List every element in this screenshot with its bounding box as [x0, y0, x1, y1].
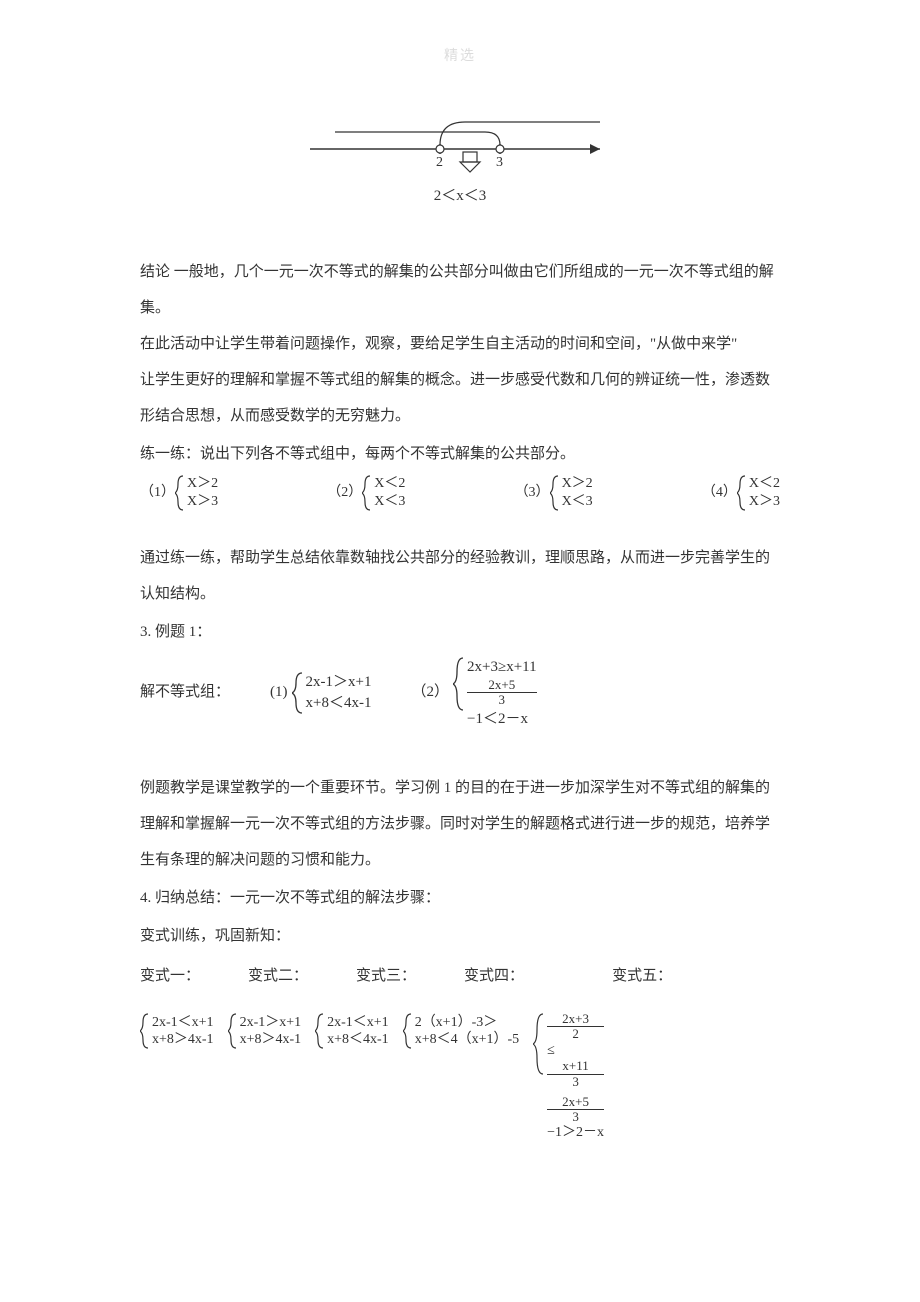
tick-2-label: 2 — [436, 155, 443, 170]
variant-line: 2x+32 ≤ x+113 — [547, 1012, 604, 1089]
variant-2: 2x-1＞x+1 x+8＞4x-1 — [228, 1012, 302, 1050]
brace-icon — [362, 474, 372, 512]
variant-line: x+8＞4x-1 — [240, 1031, 302, 1049]
practice-line: X＞3 — [187, 493, 218, 511]
tick-3-label: 3 — [496, 155, 503, 170]
variant-line: 2x-1＜x+1 — [327, 1014, 389, 1032]
practice-row: （1） X＞2 X＞3 （2） X＜2 X＜3 — [140, 474, 780, 512]
example-index: (1) — [270, 683, 288, 703]
brace-icon — [453, 656, 465, 712]
conclusion-text: 结论 一般地，几个一元一次不等式的解集的公共部分叫做由它们所组成的一元一次不等式… — [140, 254, 780, 326]
brace-icon — [175, 474, 185, 512]
examples-row: 解不等式组： (1) 2x-1＞x+1 x+8＜4x-1 （2） 2x — [140, 656, 780, 731]
variant-header: 变式四： — [464, 958, 524, 994]
practice-line: X＜2 — [749, 475, 780, 493]
practice-line: X＜2 — [374, 475, 405, 493]
practice-intro: 练一练：说出下列各不等式组中，每两个不等式解集的公共部分。 — [140, 436, 780, 472]
practice-line: X＞2 — [187, 475, 218, 493]
practice-index: （2） — [327, 484, 362, 502]
activity-text-1: 在此活动中让学生带着问题操作，观察，要给足学生自主活动的时间和空间，"从做中来学… — [140, 326, 780, 362]
variants-row: 2x-1＜x+1 x+8＞4x-1 2x-1＞x+1 x+8＞4x-1 — [140, 1012, 780, 1142]
practice-line: X＞3 — [749, 493, 780, 511]
activity-text-2: 让学生更好的理解和掌握不等式组的解集的概念。进一步感受代数和几何的辨证统一性，渗… — [140, 362, 780, 434]
example-note: 例题教学是课堂教学的一个重要环节。学习例 1 的目的在于进一步加深学生对不等式组… — [140, 770, 780, 878]
practice-item-2: （2） X＜2 X＜3 — [327, 474, 405, 512]
practice-note: 通过练一练，帮助学生总结依靠数轴找公共部分的经验教训，理顺思路，从而进一步完善学… — [140, 540, 780, 612]
example-line: 2x+5 3 −1＜2－x — [467, 678, 537, 730]
brace-icon — [228, 1012, 238, 1050]
variant-line: 2（x+1）-3＞ — [415, 1014, 519, 1032]
step4-title: 4. 归纳总结：一元一次不等式组的解法步骤： — [140, 880, 780, 916]
variant-header: 变式二： — [248, 958, 308, 994]
practice-line: X＞2 — [562, 475, 593, 493]
example-heading: 3. 例题 1： — [140, 614, 780, 650]
brace-icon — [403, 1012, 413, 1050]
practice-item-1: （1） X＞2 X＞3 — [140, 474, 218, 512]
variant-line: x+8＜4（x+1）-5 — [415, 1031, 519, 1049]
variant-line: 2x-1＞x+1 — [240, 1014, 302, 1032]
variants-header: 变式一： 变式二： 变式三： 变式四： 变式五： — [140, 958, 780, 994]
brace-icon — [533, 1012, 545, 1076]
variant-header: 变式三： — [356, 958, 416, 994]
number-line-svg: 2 3 — [300, 104, 620, 174]
number-line-result: 2＜x＜3 — [140, 178, 780, 214]
practice-item-4: （4） X＜2 X＞3 — [702, 474, 780, 512]
variant-5: 2x+32 ≤ x+113 2x+53 −1＞2－x — [533, 1012, 604, 1142]
variant-line: x+8＜4x-1 — [327, 1031, 389, 1049]
variant-line: 2x-1＜x+1 — [152, 1014, 214, 1032]
practice-line: X＜3 — [562, 493, 593, 511]
example-index: （2） — [411, 683, 449, 703]
variant-header: 变式一： — [140, 958, 200, 994]
variant-4: 2（x+1）-3＞ x+8＜4（x+1）-5 — [403, 1012, 519, 1050]
brace-icon — [140, 1012, 150, 1050]
practice-index: （3） — [515, 484, 550, 502]
variant-line: 2x+53 −1＞2－x — [547, 1095, 604, 1142]
variant-line: x+8＞4x-1 — [152, 1031, 214, 1049]
brace-icon — [292, 671, 304, 715]
variant-title: 变式训练，巩固新知： — [140, 918, 780, 954]
example-line: 2x-1＞x+1 — [306, 672, 372, 693]
brace-icon — [550, 474, 560, 512]
brace-icon — [315, 1012, 325, 1050]
variant-3: 2x-1＜x+1 x+8＜4x-1 — [315, 1012, 389, 1050]
example-line: 2x+3≥x+11 — [467, 656, 537, 679]
practice-index: （4） — [702, 484, 737, 502]
example-1: (1) 2x-1＞x+1 x+8＜4x-1 — [270, 671, 371, 715]
variant-header: 变式五： — [612, 958, 672, 994]
example-line: x+8＜4x-1 — [306, 693, 372, 714]
example-2: （2） 2x+3≥x+11 2x+5 3 −1＜2－x — [411, 656, 536, 731]
document-page: 精选 2 3 2＜x＜3 结论 一般地，几个一元一次不等式的解集的公共部分叫做由… — [0, 0, 920, 1202]
variant-1: 2x-1＜x+1 x+8＞4x-1 — [140, 1012, 214, 1050]
practice-index: （1） — [140, 484, 175, 502]
header-watermark: 精选 — [140, 40, 780, 74]
example-label: 解不等式组： — [140, 683, 230, 703]
brace-icon — [737, 474, 747, 512]
practice-item-3: （3） X＞2 X＜3 — [515, 474, 593, 512]
number-line-figure: 2 3 2＜x＜3 — [140, 104, 780, 214]
practice-line: X＜3 — [374, 493, 405, 511]
